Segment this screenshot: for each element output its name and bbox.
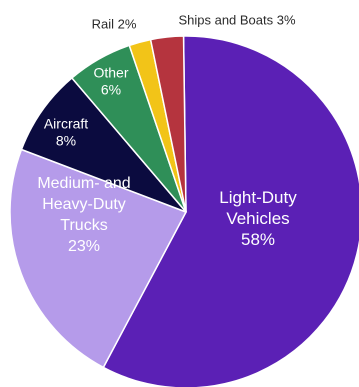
- pie-slices: [9, 35, 359, 387]
- data-label-line: Other: [93, 64, 128, 80]
- pie-slice-ships-and-boats: [149, 35, 187, 213]
- pie-slice-aircraft: [20, 77, 187, 213]
- data-label-line: Heavy-Duty: [42, 196, 126, 213]
- data-label-line: Rail 2%: [92, 17, 137, 32]
- data-label-medium-and-heavy-duty-trucks: Medium- and Heavy-Duty Trucks 23%: [37, 175, 130, 255]
- data-label-light-duty-vehicles: Light-Duty Vehicles 58%: [219, 188, 297, 249]
- data-label-line: 6%: [101, 81, 121, 97]
- data-label-aircraft: Aircraft 8%: [44, 115, 88, 148]
- pie-slice-light-duty-vehicles: [102, 35, 359, 387]
- data-label-line: Vehicles: [226, 209, 289, 228]
- data-label-line: Light-Duty: [219, 188, 297, 207]
- data-label-line: Trucks: [60, 217, 107, 234]
- pie-slice-medium-and-heavy-duty-trucks: [9, 148, 187, 369]
- data-label-line: Medium- and: [37, 175, 130, 192]
- data-label-line: 23%: [68, 238, 100, 255]
- data-label-line: Aircraft: [44, 115, 88, 131]
- data-label-line: Ships and Boats 3%: [178, 13, 296, 28]
- data-label-line: 58%: [241, 230, 275, 249]
- data-label-rail: Rail 2%: [92, 17, 137, 32]
- data-label-line: 8%: [56, 132, 76, 148]
- data-label-other: Other 6%: [93, 64, 128, 97]
- pie-labels: Light-Duty Vehicles 58% Medium- and Heavy-Du…: [37, 13, 297, 256]
- data-label-ships-and-boats: Ships and Boats 3%: [178, 13, 296, 28]
